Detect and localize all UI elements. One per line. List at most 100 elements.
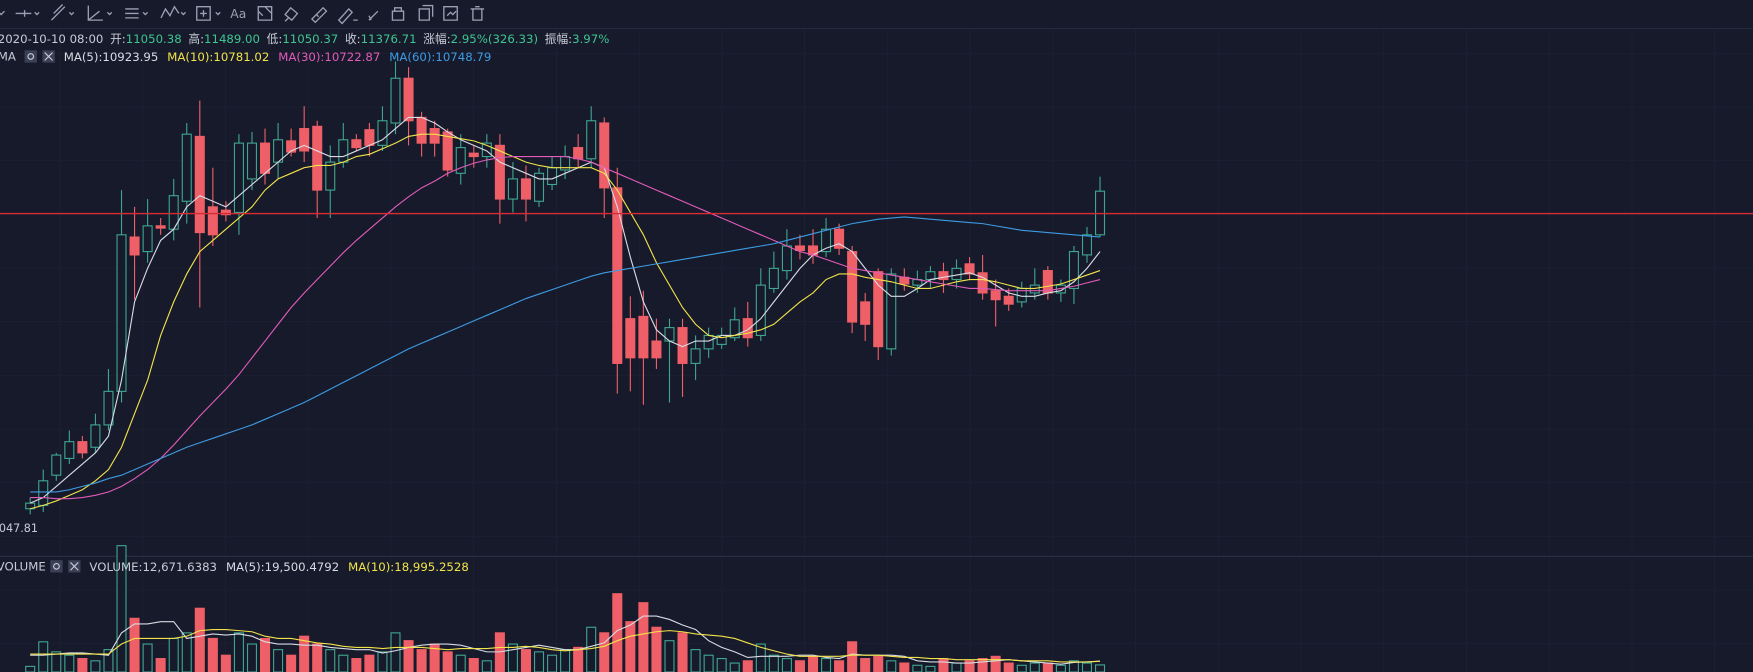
candle-body — [533, 172, 545, 202]
info-value: 11050.38 — [126, 32, 182, 46]
legend-entry: MA(60):10748.79 — [389, 50, 491, 64]
volume-bar — [351, 658, 362, 672]
candle-body — [612, 187, 623, 364]
volume-bar — [703, 654, 714, 672]
candle-body — [781, 245, 792, 272]
volume-bar — [755, 643, 766, 672]
toolbar-icon[interactable] — [284, 6, 299, 22]
toolbar-icon[interactable] — [257, 6, 273, 21]
volume-bar — [481, 660, 492, 672]
settings-icon[interactable] — [24, 50, 37, 63]
volume-bar — [312, 643, 323, 672]
candle-body — [64, 441, 75, 459]
toolbar-icon[interactable] — [50, 3, 75, 21]
grid-pattern — [0, 556, 1753, 672]
volume-bar — [155, 658, 166, 672]
volume-bar — [964, 660, 975, 672]
volume-bar — [1068, 660, 1079, 672]
legend-entry: MA(5):19,500.4792 — [226, 559, 339, 573]
toolbar-icon[interactable] — [160, 5, 187, 19]
volume-bar — [638, 602, 649, 672]
candle-body — [312, 125, 323, 191]
candle-body — [586, 120, 597, 160]
candle-body — [481, 142, 492, 158]
plot-area — [0, 61, 1753, 672]
volume-bar — [181, 632, 192, 672]
low-price-label: 047.81 — [0, 522, 38, 535]
volume-bar — [377, 651, 388, 672]
volume-settings-icons — [50, 560, 81, 573]
volume-bar — [860, 658, 871, 672]
toolbar-icon[interactable] — [470, 6, 485, 21]
toolbar-text-tool[interactable]: Aa — [230, 7, 246, 21]
volume-bar — [142, 643, 153, 672]
info-label: 开: — [110, 32, 126, 46]
candle-body — [834, 228, 845, 249]
candle-body — [977, 272, 988, 294]
volume-bar — [781, 658, 792, 672]
volume-bar — [273, 649, 284, 672]
legend-row: VOLUME:12,671.6383 MA(5):19,500.4792 MA(10… — [89, 559, 468, 573]
candle-body — [990, 290, 1001, 301]
candle-body — [233, 142, 244, 214]
toolbar-icon[interactable] — [196, 6, 221, 21]
toolbar-icon[interactable] — [87, 5, 113, 21]
volume-bar — [912, 664, 923, 672]
volume-bar — [507, 643, 518, 672]
toolbar-icon[interactable] — [337, 7, 358, 25]
volume-bar — [560, 649, 571, 672]
info-label: 低: — [267, 32, 283, 46]
candle-body — [573, 147, 584, 160]
toolbar-icon[interactable] — [125, 8, 149, 19]
info-time: 2020-10-10 08:00 — [0, 32, 103, 46]
info-label: 涨幅: — [423, 32, 450, 46]
volume-bar — [742, 660, 753, 672]
toolbar-icon[interactable] — [391, 7, 405, 21]
candle-body — [925, 271, 936, 281]
info-row: 2020-10-10 08:00 开:11050.38 高:11489.00 低:11… — [0, 32, 609, 46]
candle-body — [207, 206, 218, 236]
ma-line — [30, 133, 1101, 510]
candle-body — [742, 318, 753, 339]
legend-entry: MA(5):10923.95 — [64, 50, 159, 64]
candle-body — [468, 152, 479, 158]
candle-body — [755, 284, 766, 336]
candle-body — [364, 129, 375, 146]
legend-entry: MA(10):18,995.2528 — [348, 559, 469, 573]
candle-body — [103, 390, 114, 426]
candle-body — [220, 209, 231, 216]
volume-bar — [1081, 662, 1093, 672]
volume-bar — [794, 660, 805, 672]
toolbar-icon[interactable] — [418, 4, 434, 21]
indicator-name: MA — [0, 50, 16, 64]
volume-bar — [246, 643, 258, 672]
volume-bar — [1042, 662, 1053, 672]
volume-bar — [77, 658, 88, 672]
toolbar-icon[interactable] — [368, 10, 379, 21]
close-icon-glyph — [44, 52, 53, 61]
volume-bar — [533, 651, 545, 672]
volume-bar — [677, 632, 688, 672]
volume-bar — [990, 655, 1001, 672]
toolbar-icon[interactable] — [310, 6, 328, 24]
candle-body — [351, 139, 362, 149]
volume-bar — [807, 655, 819, 672]
candle-body — [77, 441, 88, 454]
settings-icon[interactable] — [50, 560, 63, 573]
info-value: 11489.00 — [204, 32, 260, 46]
header-labels: 047.81 2020-10-10 08:00 开:11050.38 高:11489.… — [0, 32, 609, 574]
toolbar-icon[interactable] — [0, 10, 5, 16]
volume-bar — [599, 632, 610, 672]
candle-body — [142, 225, 153, 253]
candle-body — [651, 340, 662, 359]
candle-body — [860, 301, 871, 325]
volume-bar — [886, 660, 897, 672]
ma-line — [29, 116, 1101, 504]
toolbar-icon[interactable] — [443, 6, 458, 21]
candle-body — [377, 120, 388, 146]
volume-bar — [586, 626, 597, 672]
settings-icon-glyph — [27, 53, 35, 60]
candle-body — [821, 228, 832, 253]
candle-body — [403, 77, 414, 122]
toolbar-icon[interactable] — [15, 10, 40, 17]
